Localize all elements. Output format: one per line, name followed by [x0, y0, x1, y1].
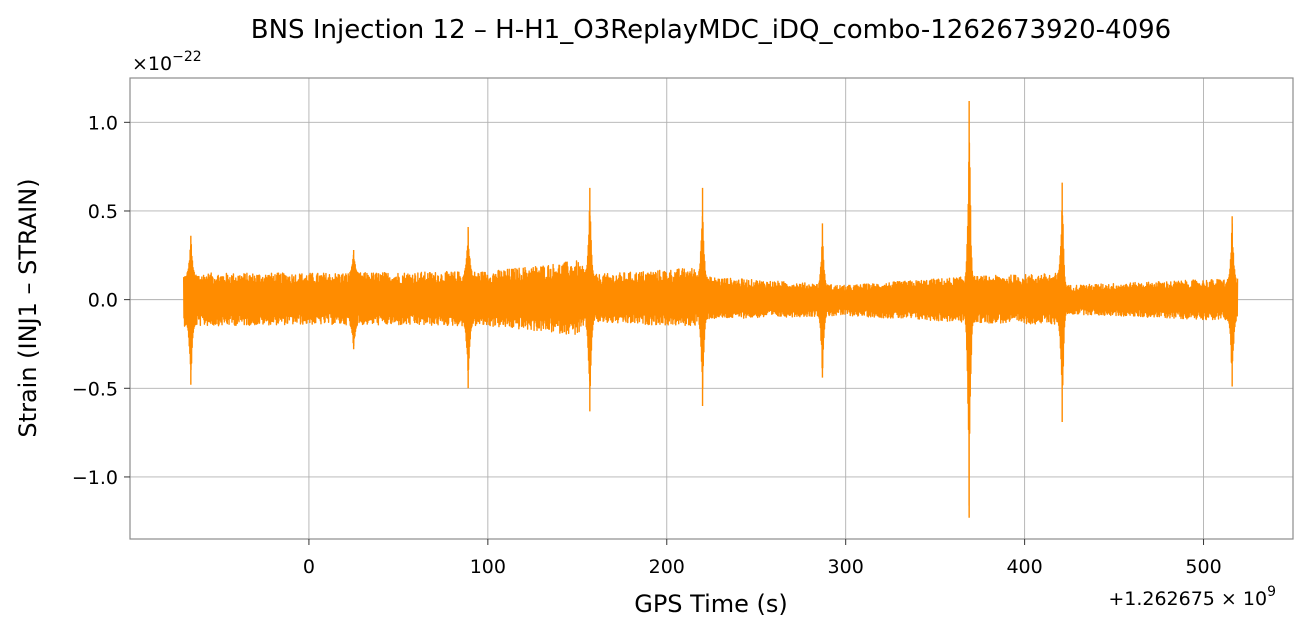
y-scale-label: ×10−22	[132, 49, 202, 75]
x-axis-label: GPS Time (s)	[634, 590, 788, 618]
y-tick-label: 1.0	[88, 112, 118, 134]
x-tick-label: 300	[828, 556, 864, 578]
y-tick-label: −1.0	[72, 467, 118, 489]
plot-frame	[129, 77, 1294, 540]
x-tick-label: 100	[470, 556, 506, 578]
x-tick-label: 200	[649, 556, 685, 578]
strain-signal-line	[182, 101, 1239, 518]
x-tick-label: 0	[303, 556, 315, 578]
y-tick-label: 0.0	[88, 290, 118, 312]
chart-title: BNS Injection 12 – H-H1_O3ReplayMDC_iDQ_…	[251, 15, 1171, 45]
y-axis: −1.0 −0.5 0.0 0.5 1.0	[72, 112, 130, 489]
x-offset-label: +1.262675 × 109	[1108, 584, 1276, 610]
x-offset-exponent: 9	[1267, 584, 1276, 600]
x-axis: 0 100 200 300 400 500	[303, 539, 1222, 578]
y-tick-label: −0.5	[72, 378, 118, 400]
x-tick-label: 500	[1185, 556, 1221, 578]
y-scale-base: ×10	[132, 53, 172, 75]
y-axis-label: Strain (INJ1 – STRAIN)	[14, 178, 42, 437]
y-scale-exponent: −22	[172, 49, 202, 65]
y-tick-label: 0.5	[88, 201, 118, 223]
x-tick-label: 400	[1006, 556, 1042, 578]
plot-area	[182, 101, 1239, 518]
x-offset-base: +1.262675 × 10	[1108, 588, 1267, 610]
